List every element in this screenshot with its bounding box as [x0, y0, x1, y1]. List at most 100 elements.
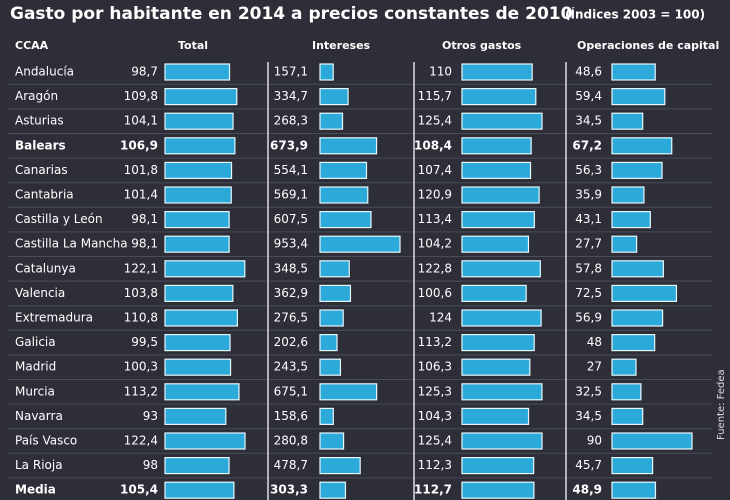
value-label: 607,5: [274, 212, 308, 226]
value-label: 56,9: [575, 311, 602, 325]
row-label: Balears: [15, 138, 66, 152]
bar: [611, 334, 656, 352]
bar: [611, 87, 666, 106]
bar: [164, 358, 232, 376]
value-label: 675,1: [274, 384, 308, 398]
column-header: Operaciones de capital: [577, 39, 719, 52]
bar: [611, 161, 663, 179]
bar: [611, 186, 645, 204]
row-label: Castilla y León: [15, 212, 103, 226]
value-label: 125,3: [418, 384, 452, 398]
column-header: Total: [178, 39, 208, 52]
row-label: Navarra: [15, 409, 63, 423]
bar: [164, 112, 234, 130]
value-label: 100,3: [124, 360, 158, 374]
value-label: 268,3: [274, 114, 308, 128]
bar: [319, 63, 334, 81]
bar: [461, 112, 543, 130]
row-label: Aragón: [15, 89, 58, 103]
row-label: Andalucía: [15, 65, 74, 79]
value-label: 45,7: [575, 458, 602, 472]
bar: [611, 112, 644, 130]
value-label: 125,4: [418, 434, 452, 448]
source: Fuente: Fedea: [716, 369, 727, 440]
bar: [319, 407, 334, 425]
bar: [164, 63, 231, 81]
value-label: 478,7: [274, 458, 308, 472]
row-label: Galicia: [15, 335, 56, 349]
bar: [461, 137, 532, 155]
value-label: 104,3: [418, 409, 452, 423]
bar: [611, 284, 678, 302]
row-label: Cantabria: [15, 188, 74, 202]
value-label: 98,7: [131, 65, 158, 79]
value-label: 112,7: [414, 483, 452, 497]
bar: [164, 481, 235, 499]
bar: [319, 358, 342, 376]
value-label: 104,2: [418, 237, 452, 251]
bar: [611, 407, 644, 425]
value-label: 98,1: [131, 237, 158, 251]
bar: [461, 334, 535, 352]
value-label: 554,1: [274, 163, 308, 177]
value-label: 113,4: [418, 212, 452, 226]
bar: [461, 432, 543, 450]
bar: [319, 383, 378, 401]
bar: [164, 334, 231, 352]
bar: [319, 481, 347, 499]
bar: [164, 309, 239, 327]
bar: [611, 358, 637, 376]
value-label: 124: [429, 311, 452, 325]
bar: [611, 432, 693, 450]
value-label: 32,5: [575, 384, 602, 398]
value-label: 67,2: [572, 138, 602, 152]
value-label: 113,2: [124, 384, 158, 398]
value-label: 99,5: [131, 335, 158, 349]
value-label: 106,9: [120, 138, 158, 152]
bar: [461, 284, 527, 302]
value-label: 569,1: [274, 188, 308, 202]
row-label: País Vasco: [15, 434, 77, 448]
bar: [164, 432, 246, 450]
bar: [164, 186, 232, 204]
bar: [164, 457, 230, 475]
value-label: 56,3: [575, 163, 602, 177]
bar: [611, 63, 656, 81]
value-label: 110,8: [124, 311, 158, 325]
value-label: 362,9: [274, 286, 308, 300]
value-label: 43,1: [575, 212, 602, 226]
value-label: 109,8: [124, 89, 158, 103]
value-label: 120,9: [418, 188, 452, 202]
bar: [164, 284, 234, 302]
value-label: 27: [587, 360, 602, 374]
bar: [611, 235, 638, 253]
bar: [611, 457, 654, 475]
bar: [319, 235, 401, 253]
row-label: Canarias: [15, 163, 68, 177]
bar: [164, 407, 227, 425]
column-header: Intereses: [312, 39, 371, 52]
bar: [319, 260, 350, 278]
row-label: Catalunya: [15, 261, 76, 275]
bar: [319, 432, 345, 450]
value-label: 107,4: [418, 163, 452, 177]
value-label: 276,5: [274, 311, 308, 325]
bar: [461, 407, 530, 425]
value-label: 101,4: [124, 188, 158, 202]
row-label: La Rioja: [15, 458, 63, 472]
bar: [319, 284, 352, 302]
value-label: 27,7: [575, 237, 602, 251]
bar: [164, 260, 246, 278]
value-label: 106,3: [418, 360, 452, 374]
value-label: 113,2: [418, 335, 452, 349]
bar: [461, 235, 530, 253]
bar: [164, 383, 240, 401]
value-label: 334,7: [274, 89, 308, 103]
value-label: 112,3: [418, 458, 452, 472]
bar: [319, 186, 369, 204]
value-label: 110: [429, 65, 452, 79]
value-label: 348,5: [274, 261, 308, 275]
row-header: CCAA: [15, 39, 49, 52]
bar: [319, 87, 349, 106]
bar: [319, 137, 378, 155]
